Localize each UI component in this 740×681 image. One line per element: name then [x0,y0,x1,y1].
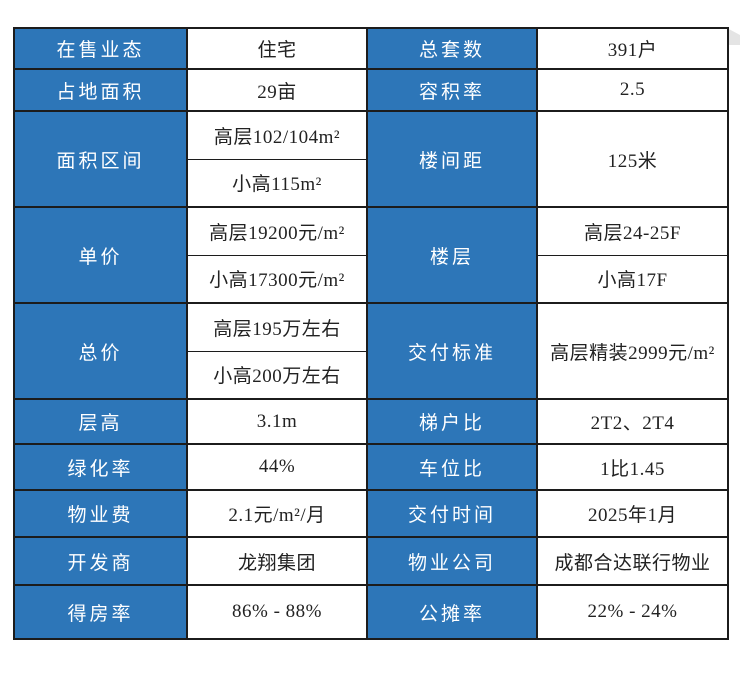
label-property-fee: 物业费 [13,489,188,538]
value-unit-price-highrise: 高层19200元/m² [186,206,368,256]
table-row: 小高115m² [14,158,728,208]
value-land-area: 29亩 [186,68,368,112]
value-plot-ratio: 2.5 [536,68,729,112]
label-building-spacing: 楼间距 [366,110,538,208]
value-total-units: 391户 [536,27,729,70]
table-row: 占地面积 29亩 容积率 2.5 [13,68,729,112]
label-floors: 楼层 [366,206,538,304]
label-unit-price: 单价 [13,206,188,304]
label-parking-ratio: 车位比 [366,443,538,491]
label-developer: 开发商 [13,536,188,586]
value-efficiency-rate: 86% - 88% [186,584,368,640]
value-delivery-time: 2025年1月 [536,489,729,538]
table-row: 开发商 龙翔集团 物业公司 成都合达联行物业 [13,536,729,586]
value-property-company: 成都合达联行物业 [536,536,729,586]
label-delivery-time: 交付时间 [366,489,538,538]
value-building-spacing: 125米 [536,110,729,208]
property-info-table: 在售业态 住宅 总套数 391户 占地面积 29亩 容积率 2.5 面积区间 高… [13,27,729,640]
table-row: 物业费 2.1元/m²/月 交付时间 2025年1月 [13,489,729,538]
table-row: 得房率 86% - 88% 公摊率 22% - 24% [13,584,729,640]
table-row: 总价 高层195万左右 交付标准 高层精装2999元/m² [13,302,729,400]
label-property-company: 物业公司 [366,536,538,586]
value-delivery-standard: 高层精装2999元/m² [536,302,729,400]
label-delivery-standard: 交付标准 [366,302,538,400]
value-total-price-highrise: 高层195万左右 [186,302,368,352]
table-row: 面积区间 高层102/104m² 楼间距 125米 [13,110,729,208]
table-row: 单价 高层19200元/m² 楼层 高层24-25F [13,206,729,304]
value-floors-highrise: 高层24-25F [536,206,729,256]
value-area-range-highrise: 高层102/104m² [186,110,368,160]
value-onsale-type: 住宅 [186,27,368,70]
value-floors-midrise: 小高17F [536,254,729,304]
value-parking-ratio: 1比1.45 [536,443,729,491]
value-area-range-midrise: 小高115m² [186,158,368,208]
label-efficiency-rate: 得房率 [13,584,188,640]
label-greening-rate: 绿化率 [13,443,188,491]
value-shared-area-rate: 22% - 24% [536,584,729,640]
label-plot-ratio: 容积率 [366,68,538,112]
value-total-price-midrise: 小高200万左右 [186,350,368,400]
value-unit-price-midrise: 小高17300元/m² [186,254,368,304]
label-floor-height: 层高 [13,398,188,445]
label-land-area: 占地面积 [13,68,188,112]
table-row: 层高 3.1m 梯户比 2T2、2T4 [13,398,729,445]
table-row: 小高200万左右 [14,350,728,400]
value-elevator-ratio: 2T2、2T4 [536,398,729,445]
table-row: 绿化率 44% 车位比 1比1.45 [13,443,729,491]
table-row: 在售业态 住宅 总套数 391户 [13,27,729,70]
table-row: 小高17300元/m² 小高17F [14,254,729,304]
value-greening-rate: 44% [186,443,368,491]
label-onsale-type: 在售业态 [13,27,188,70]
value-property-fee: 2.1元/m²/月 [186,489,368,538]
label-area-range: 面积区间 [13,110,188,208]
label-total-units: 总套数 [366,27,538,70]
value-developer: 龙翔集团 [186,536,368,586]
value-floor-height: 3.1m [186,398,368,445]
label-total-price: 总价 [13,302,188,400]
label-elevator-ratio: 梯户比 [366,398,538,445]
label-shared-area-rate: 公摊率 [366,584,538,640]
